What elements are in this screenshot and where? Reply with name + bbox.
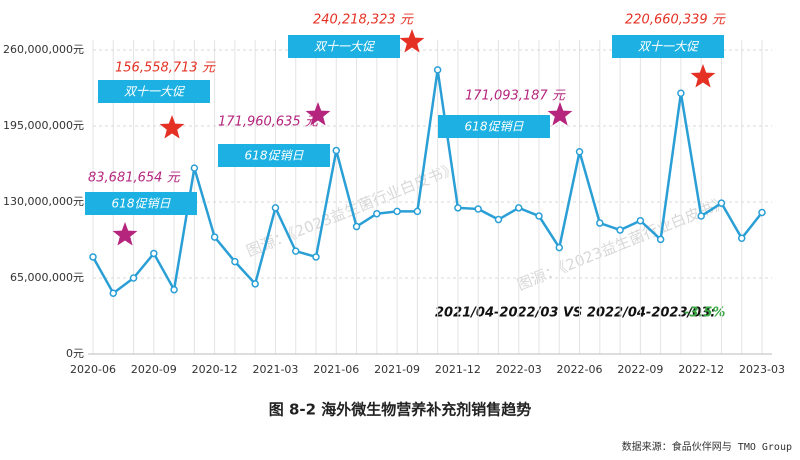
y-tick-label: 130,000,000元 [3, 195, 84, 208]
x-tick-label: 2022-09 [617, 363, 663, 376]
star [305, 102, 331, 126]
star [112, 222, 138, 246]
point [332, 146, 341, 155]
point [494, 215, 503, 224]
y-tick-label: 195,000,000元 [3, 119, 84, 132]
annotation-event: 618促销日 [465, 120, 525, 134]
annotation-event: 618促销日 [112, 197, 172, 211]
star [159, 115, 185, 139]
annotation-box [98, 80, 210, 103]
point [352, 222, 361, 231]
point [170, 285, 178, 294]
annotation-box [288, 35, 400, 58]
x-tick-label: 2021-03 [252, 363, 298, 376]
point [596, 219, 604, 227]
point [697, 212, 705, 220]
annotation-event: 618促销日 [245, 149, 305, 163]
star [547, 102, 573, 126]
point [373, 209, 381, 218]
annotation-amount: 240,218,323 元 [313, 13, 414, 28]
point [413, 207, 422, 216]
point [677, 89, 685, 98]
point [190, 164, 199, 172]
x-tick-label: 2022-03 [496, 363, 542, 376]
x-tick-label: 2020-06 [70, 363, 116, 376]
point [616, 226, 624, 234]
point [737, 234, 746, 242]
annotation-amount: 171,093,187 元 [465, 89, 566, 104]
point [150, 249, 158, 258]
annotation-amount: 171,960,635 元 [218, 115, 319, 130]
point [514, 204, 523, 212]
annotation-box [85, 192, 197, 215]
x-tick-label: 2023-03 [739, 363, 785, 376]
point [535, 212, 543, 220]
point [312, 253, 320, 261]
point [474, 205, 482, 213]
point [129, 274, 138, 282]
point [433, 66, 442, 74]
annotation-event: 双十一大促 [638, 40, 700, 54]
point [251, 280, 259, 288]
watermark: 图源：《2023益生菌行业白皮书》 [514, 193, 730, 294]
y-tick-label: 260,000,000元 [3, 43, 84, 56]
star [399, 29, 425, 53]
point [231, 257, 239, 266]
x-tick-label: 2020-09 [131, 363, 177, 376]
point [717, 199, 726, 207]
point [210, 233, 219, 241]
chart-title: 图 8-2 海外微生物营养补充剂销售趋势 [269, 401, 532, 419]
point [454, 204, 462, 212]
source: 数据来源：食品伙伴网与 TMO Group [622, 440, 792, 453]
comparison-value: -3.5% [684, 306, 725, 321]
line [91, 69, 763, 296]
comparison-label: 2021/04-2022/03 VS 2022/04-2023/03: [435, 306, 716, 321]
x-tick-label: 2021-12 [435, 363, 481, 376]
point [89, 253, 97, 261]
point [271, 204, 280, 212]
annotation-box [438, 115, 550, 138]
x-tick-label: 2021-09 [374, 363, 420, 376]
point [656, 235, 665, 244]
x-tick-label: 2021-06 [313, 363, 359, 376]
y-tick-label: 0元 [66, 347, 84, 360]
x-tick-label: 2022-06 [557, 363, 603, 376]
point [575, 147, 584, 156]
star [690, 64, 716, 88]
annotation-amount: 83,681,654 元 [88, 171, 181, 186]
x-tick-label: 2022-12 [678, 363, 724, 376]
point [758, 208, 766, 217]
x-tick-label: 2020-12 [192, 363, 238, 376]
point [636, 216, 645, 225]
point [109, 289, 118, 297]
annotation-box [218, 144, 330, 167]
point [291, 247, 300, 255]
annotation-amount: 220,660,339 元 [625, 13, 726, 28]
annotation-event: 双十一大促 [314, 40, 376, 54]
annotation-event: 双十一大促 [124, 85, 186, 99]
annotation-box [612, 35, 724, 58]
point [393, 207, 401, 216]
point [555, 243, 564, 252]
y-tick-label: 65,000,000元 [10, 271, 84, 284]
annotation-amount: 156,558,713 元 [115, 61, 216, 76]
